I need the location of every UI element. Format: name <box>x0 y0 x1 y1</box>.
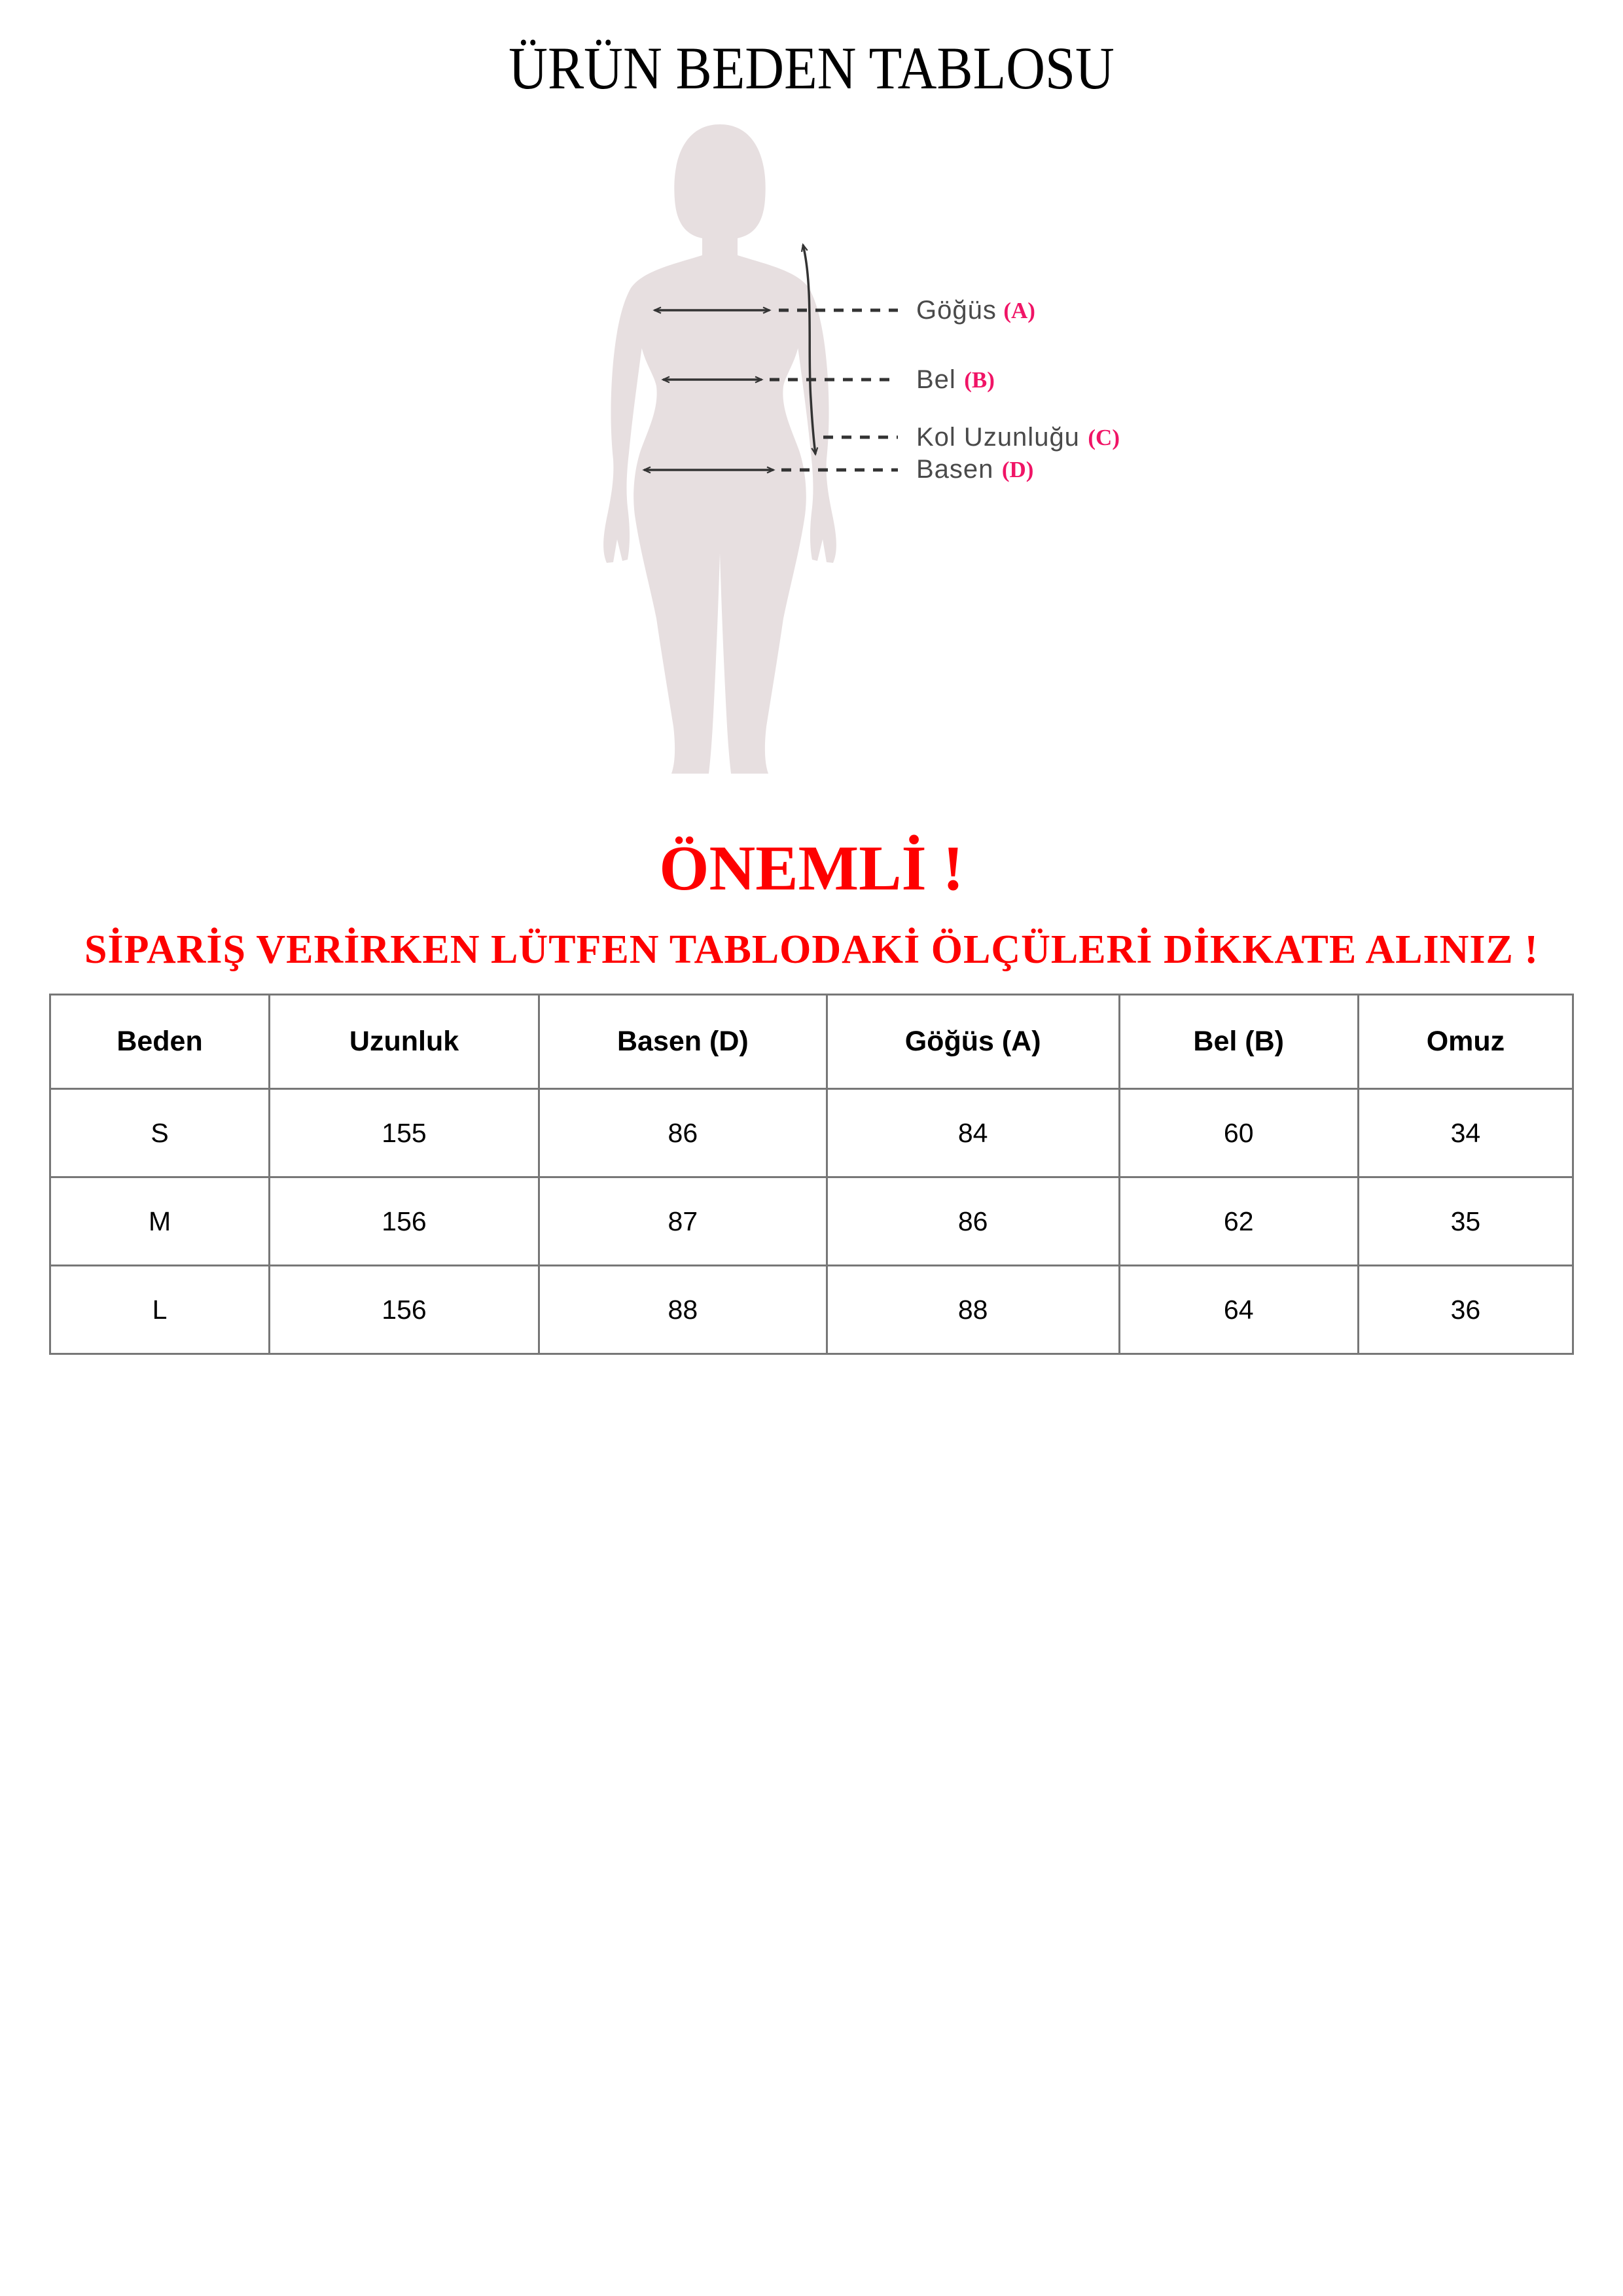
column-header: Beden <box>48 994 271 1090</box>
table-cell: 86 <box>537 1088 828 1178</box>
table-cell: 88 <box>825 1265 1120 1355</box>
column-header: Omuz <box>1357 994 1575 1090</box>
waist-label: Bel (B) <box>916 365 995 394</box>
table-cell: 60 <box>1118 1088 1359 1178</box>
table-cell: 156 <box>268 1176 540 1266</box>
table-cell: 34 <box>1357 1088 1575 1178</box>
page-title: ÜRÜN BEDEN TABLOSU <box>508 35 1115 101</box>
chest-label: Göğüs (A) <box>916 296 1035 325</box>
table-cell: 87 <box>537 1176 828 1266</box>
important-heading: ÖNEMLİ ! <box>659 833 964 904</box>
table-cell: 35 <box>1357 1176 1575 1266</box>
table-row: L 156 88 88 64 36 <box>48 1265 1575 1355</box>
table-cell: 156 <box>268 1265 540 1355</box>
table-row: M 156 87 86 62 35 <box>48 1176 1575 1266</box>
column-header: Göğüs (A) <box>825 994 1120 1090</box>
table-cell: 84 <box>825 1088 1120 1178</box>
table-row: S 155 86 84 60 34 <box>48 1088 1575 1178</box>
table-cell: 36 <box>1357 1265 1575 1355</box>
column-header: Bel (B) <box>1118 994 1359 1090</box>
table-cell: M <box>48 1176 271 1266</box>
size-table: Beden Uzunluk Basen (D) Göğüs (A) Bel (B) Omu… <box>48 994 1575 1355</box>
size-table-body: S 155 86 84 60 34 M 156 87 86 62 35 L 156 88 88 64 36 <box>48 1088 1575 1355</box>
table-cell: L <box>48 1265 271 1355</box>
table-cell: 155 <box>268 1088 540 1178</box>
table-cell: 62 <box>1118 1176 1359 1266</box>
measurement-figure: Göğüs (A) Bel (B) Kol Uzunluğu (C) Basen… <box>0 111 1623 818</box>
size-table-header-row: Beden Uzunluk Basen (D) Göğüs (A) Bel (B) Omu… <box>48 994 1575 1090</box>
table-cell: 86 <box>825 1176 1120 1266</box>
table-cell: 64 <box>1118 1265 1359 1355</box>
column-header: Basen (D) <box>537 994 828 1090</box>
arm-length-label: Kol Uzunluğu (C) <box>916 423 1120 452</box>
figure-silhouette <box>603 124 836 774</box>
warning-text: SİPARİŞ VERİRKEN LÜTFEN TABLODAKİ ÖLÇÜLE… <box>84 927 1539 972</box>
arm-length-arrow <box>800 243 819 456</box>
table-cell: S <box>48 1088 271 1178</box>
table-cell: 88 <box>537 1265 828 1355</box>
column-header: Uzunluk <box>268 994 540 1090</box>
hip-label: Basen (D) <box>916 455 1033 484</box>
